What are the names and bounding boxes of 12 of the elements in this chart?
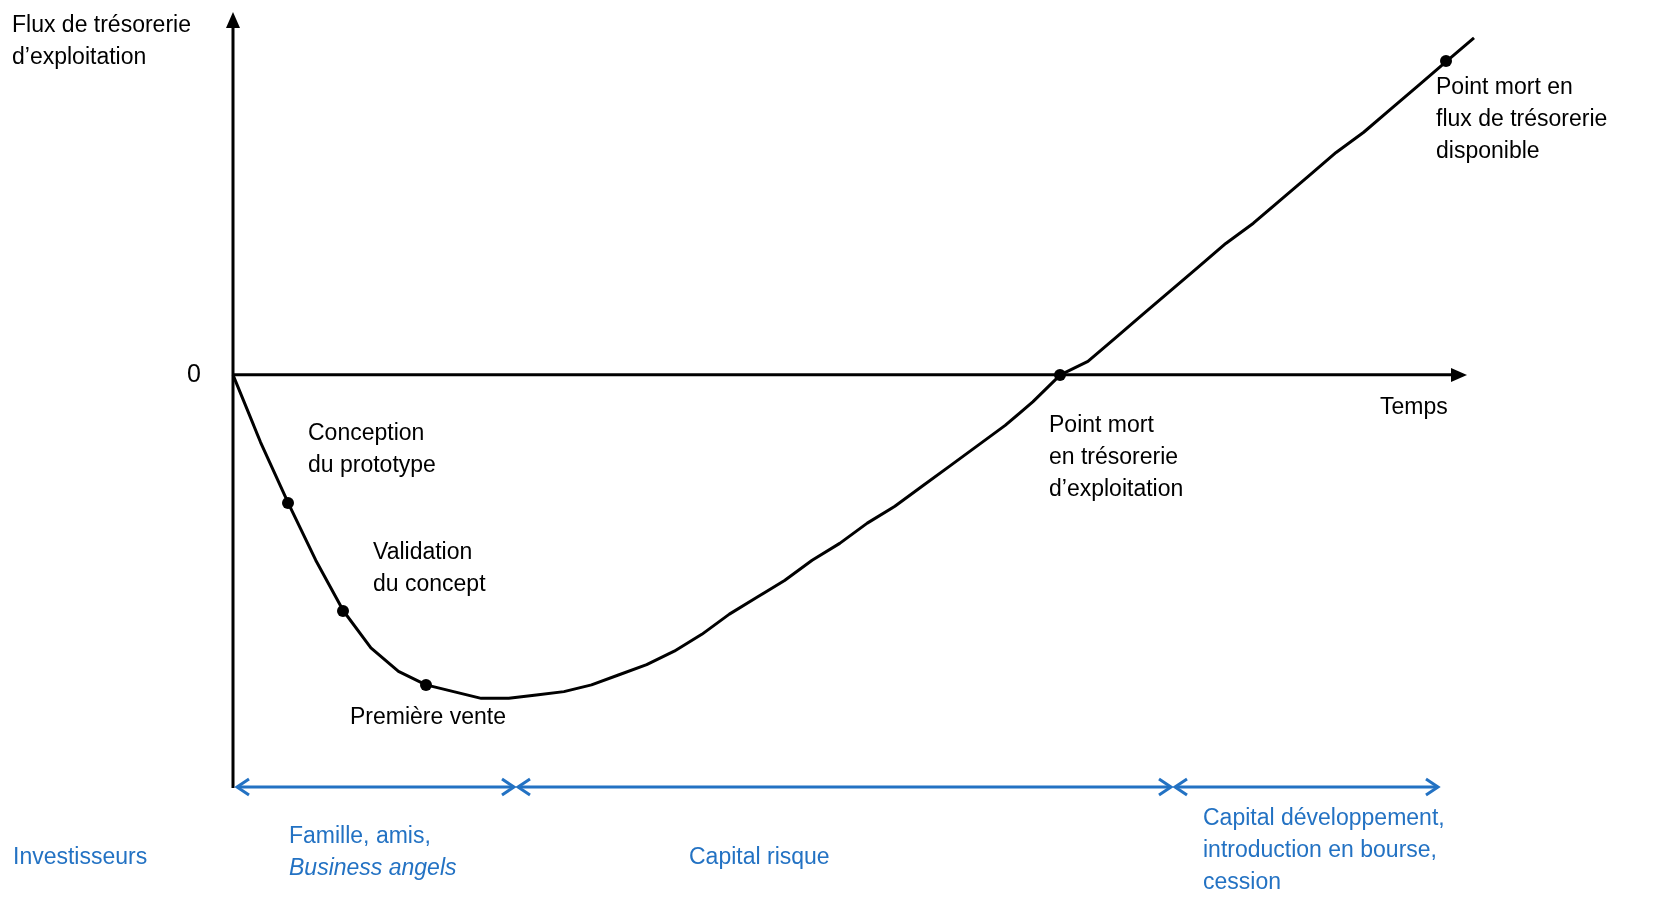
y-axis-title: Flux de trésorerie d’exploitation xyxy=(12,10,191,71)
text: Première vente xyxy=(350,702,506,731)
annotation: Validation du concept xyxy=(373,537,486,598)
x-axis-title: Temps xyxy=(1380,392,1448,421)
text: Capital risque xyxy=(689,842,830,871)
annotation: Point mort en trésorerie d’exploitation xyxy=(1049,410,1184,503)
text: Investisseurs xyxy=(13,842,148,871)
text: Famille, amis, Business angels xyxy=(289,821,457,882)
ref-line-label: 0 xyxy=(187,358,201,387)
annotation: Conception du prototype xyxy=(308,418,436,479)
text: Capital développement, introduction en bourse, cession xyxy=(1203,803,1445,896)
annotation: Point mort en flux de trésorerie disponible xyxy=(1436,72,1608,165)
